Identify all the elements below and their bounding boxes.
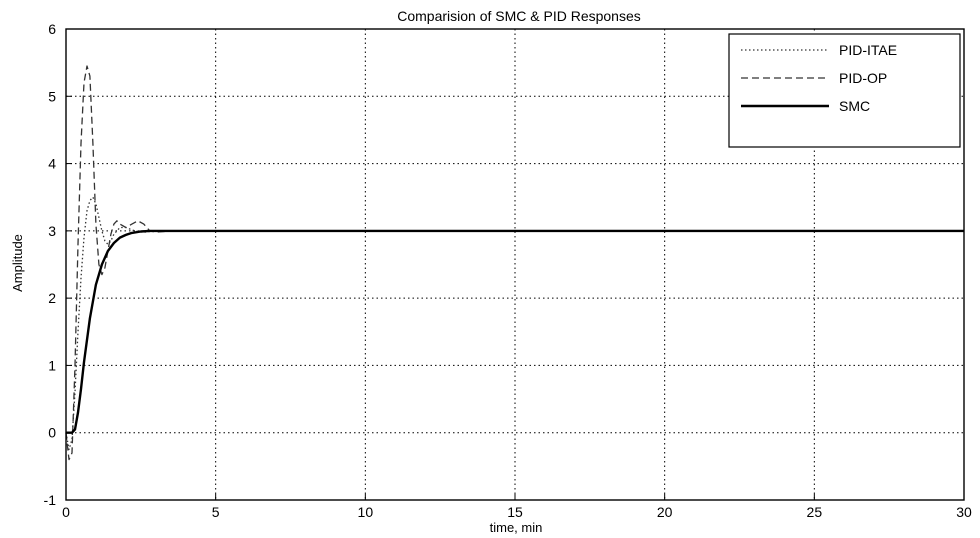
x-tick-label: 5 [212,504,220,520]
x-tick-label: 0 [62,504,70,520]
y-tick-label: 4 [48,156,56,172]
legend-entry-label: SMC [839,98,870,114]
x-tick-label: 25 [807,504,823,520]
legend: PID-ITAE PID-OP SMC [728,33,961,148]
x-axis-label: time, min [490,520,543,535]
legend-box [728,33,961,148]
x-tick-label: 15 [507,504,523,520]
y-tick-label: 5 [48,88,56,104]
y-tick-label: 0 [48,425,56,441]
x-tick-label: 20 [657,504,673,520]
series-lines [65,65,964,461]
series-line-smc [66,229,964,434]
y-tick-label: 3 [48,223,56,239]
y-tick-label: 6 [48,21,56,37]
y-tick-label: -1 [44,492,57,508]
x-tick-label: 10 [358,504,374,520]
y-axis-label: Amplitude [10,234,25,292]
plot-frame [65,28,965,501]
y-tick-label: 1 [48,357,56,373]
axis-ticks: 0 5 10 15 20 25 30 -1 0 1 2 3 4 5 6 [44,21,972,520]
y-tick-label: 2 [48,290,56,306]
legend-entry-label: PID-ITAE [839,42,897,58]
x-tick-label: 30 [956,504,972,520]
legend-entry-label: PID-OP [839,70,887,86]
chart-title: Comparision of SMC & PID Responses [397,8,641,24]
